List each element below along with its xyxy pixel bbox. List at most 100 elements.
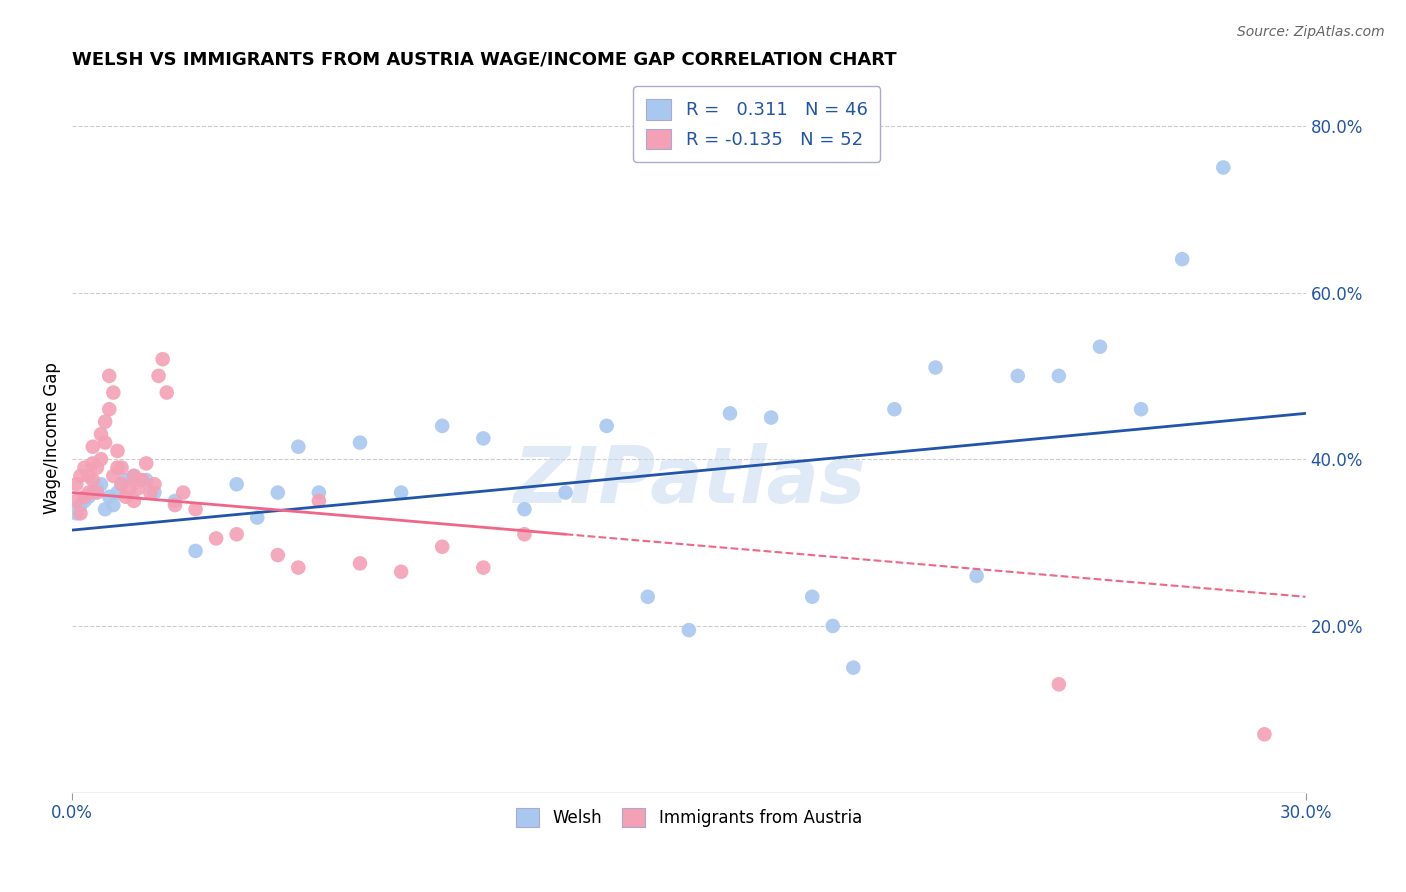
- Point: [513, 527, 536, 541]
- Text: Source: ZipAtlas.com: Source: ZipAtlas.com: [1237, 25, 1385, 39]
- Point: [114, 473, 136, 487]
- Point: [98, 402, 121, 417]
- Point: [139, 485, 162, 500]
- Point: [69, 498, 91, 512]
- Point: [637, 590, 659, 604]
- Point: [513, 502, 536, 516]
- Point: [287, 560, 309, 574]
- Point: [94, 435, 117, 450]
- Text: ZIPatlas: ZIPatlas: [513, 443, 865, 519]
- Point: [678, 623, 700, 637]
- Point: [69, 507, 91, 521]
- Point: [65, 494, 87, 508]
- Point: [267, 485, 290, 500]
- Point: [135, 457, 157, 471]
- Point: [1088, 340, 1111, 354]
- Point: [1047, 368, 1070, 383]
- Point: [86, 460, 108, 475]
- Point: [184, 502, 207, 516]
- Point: [246, 510, 269, 524]
- Point: [90, 427, 112, 442]
- Point: [82, 473, 104, 487]
- Point: [1047, 677, 1070, 691]
- Point: [205, 532, 228, 546]
- Point: [1171, 252, 1194, 267]
- Point: [90, 477, 112, 491]
- Point: [73, 460, 96, 475]
- Point: [821, 619, 844, 633]
- Point: [110, 477, 132, 491]
- Point: [86, 485, 108, 500]
- Point: [122, 494, 145, 508]
- Point: [308, 485, 330, 500]
- Point: [163, 498, 186, 512]
- Point: [143, 477, 166, 491]
- Point: [1130, 402, 1153, 417]
- Point: [308, 494, 330, 508]
- Point: [143, 485, 166, 500]
- Point: [103, 469, 125, 483]
- Point: [127, 482, 149, 496]
- Point: [172, 485, 194, 500]
- Point: [924, 360, 946, 375]
- Point: [759, 410, 782, 425]
- Point: [966, 569, 988, 583]
- Point: [472, 431, 495, 445]
- Point: [163, 494, 186, 508]
- Point: [349, 557, 371, 571]
- Point: [1007, 368, 1029, 383]
- Point: [1253, 727, 1275, 741]
- Point: [73, 490, 96, 504]
- Point: [73, 494, 96, 508]
- Point: [148, 368, 170, 383]
- Point: [122, 469, 145, 483]
- Point: [107, 460, 129, 475]
- Point: [389, 485, 412, 500]
- Point: [94, 502, 117, 516]
- Y-axis label: Wage/Income Gap: Wage/Income Gap: [44, 362, 60, 515]
- Point: [82, 457, 104, 471]
- Point: [225, 477, 247, 491]
- Point: [152, 352, 174, 367]
- Point: [94, 415, 117, 429]
- Point: [110, 477, 132, 491]
- Point: [349, 435, 371, 450]
- Point: [432, 418, 454, 433]
- Point: [131, 473, 153, 487]
- Text: WELSH VS IMMIGRANTS FROM AUSTRIA WAGE/INCOME GAP CORRELATION CHART: WELSH VS IMMIGRANTS FROM AUSTRIA WAGE/IN…: [72, 51, 897, 69]
- Point: [69, 469, 91, 483]
- Point: [103, 385, 125, 400]
- Point: [86, 482, 108, 496]
- Point: [718, 406, 741, 420]
- Point: [225, 527, 247, 541]
- Point: [82, 440, 104, 454]
- Point: [114, 490, 136, 504]
- Point: [110, 460, 132, 475]
- Point: [287, 440, 309, 454]
- Point: [184, 544, 207, 558]
- Point: [801, 590, 824, 604]
- Point: [103, 498, 125, 512]
- Point: [82, 485, 104, 500]
- Point: [90, 452, 112, 467]
- Point: [1212, 161, 1234, 175]
- Point: [554, 485, 576, 500]
- Point: [107, 485, 129, 500]
- Point: [389, 565, 412, 579]
- Point: [595, 418, 617, 433]
- Point: [118, 482, 141, 496]
- Legend: Welsh, Immigrants from Austria: Welsh, Immigrants from Austria: [509, 801, 869, 834]
- Point: [107, 443, 129, 458]
- Point: [267, 548, 290, 562]
- Point: [472, 560, 495, 574]
- Point: [65, 507, 87, 521]
- Point: [77, 485, 100, 500]
- Point: [122, 469, 145, 483]
- Point: [432, 540, 454, 554]
- Point: [842, 660, 865, 674]
- Point: [156, 385, 179, 400]
- Point: [77, 490, 100, 504]
- Point: [98, 490, 121, 504]
- Point: [77, 469, 100, 483]
- Point: [883, 402, 905, 417]
